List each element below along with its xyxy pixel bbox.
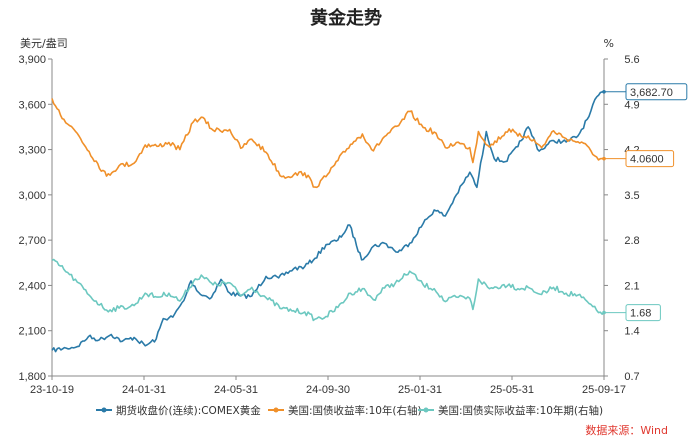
callout-box-0 — [625, 83, 688, 101]
source-note: 数据来源：Wind — [585, 423, 668, 437]
left-axis-unit: 美元/盎司 — [20, 36, 68, 50]
axes: 1,800 2,100 2,400 2,700 3,000 3,300 3,600 3,900… — [18, 54, 639, 396]
x-tick-label: 24-09-30 — [306, 384, 350, 396]
right-tick-label: 4.9 — [624, 99, 639, 111]
right-axis-unit: % — [604, 37, 614, 50]
legend-marker-0 — [101, 407, 107, 413]
left-tick-label: 2,400 — [18, 280, 46, 292]
x-tick-label: 25-01-31 — [398, 384, 442, 396]
series-line-2 — [51, 258, 605, 322]
callout-box-1 — [625, 150, 675, 168]
callout-value-1: 4.0600 — [630, 154, 664, 166]
series-line-0 — [51, 91, 605, 353]
legend: 期货收盘价(连续):COMEX黄金 美国:国债收益率:10年(右轴) 美国:国债实际… — [96, 404, 603, 417]
left-tick-label: 3,000 — [18, 190, 46, 202]
left-tick-label: 2,100 — [18, 326, 46, 338]
right-tick-label: 2.1 — [624, 280, 639, 292]
legend-marker-1 — [273, 407, 279, 413]
right-tick-label: 5.6 — [624, 54, 639, 66]
x-tick-label: 25-05-31 — [490, 384, 534, 396]
callout-value-0: 3,682.70 — [630, 87, 673, 99]
series-line-1 — [51, 98, 605, 189]
legend-label-1: 美国:国债收益率:10年(右轴) — [288, 404, 422, 417]
right-tick-label: 1.4 — [624, 326, 639, 338]
x-tick-label: 23-10-19 — [30, 384, 74, 396]
left-tick-label: 1,800 — [18, 371, 46, 383]
left-tick-label: 3,600 — [18, 99, 46, 111]
legend-label-2: 美国:国债实际收益率:10年期(右轴) — [438, 404, 603, 417]
right-tick-label: 2.8 — [624, 235, 639, 247]
series-layer — [51, 90, 606, 353]
right-tick-label: 0.7 — [624, 371, 639, 383]
end-value-callouts: 3,682.70 4.0600 1.68 — [604, 83, 688, 322]
left-tick-label: 3,300 — [18, 145, 46, 157]
x-tick-label: 24-05-31 — [214, 384, 258, 396]
left-tick-label: 3,900 — [18, 54, 46, 66]
x-tick-label: 24-01-31 — [122, 384, 166, 396]
legend-marker-2 — [423, 407, 429, 413]
right-tick-label: 3.5 — [624, 190, 639, 202]
x-tick-label: 25-09-17 — [582, 384, 626, 396]
left-tick-label: 2,700 — [18, 235, 46, 247]
callout-box-2 — [625, 304, 661, 322]
legend-label-0: 期货收盘价(连续):COMEX黄金 — [116, 404, 261, 417]
callout-value-2: 1.68 — [630, 308, 651, 320]
chart-title: 黄金走势 — [310, 7, 382, 29]
